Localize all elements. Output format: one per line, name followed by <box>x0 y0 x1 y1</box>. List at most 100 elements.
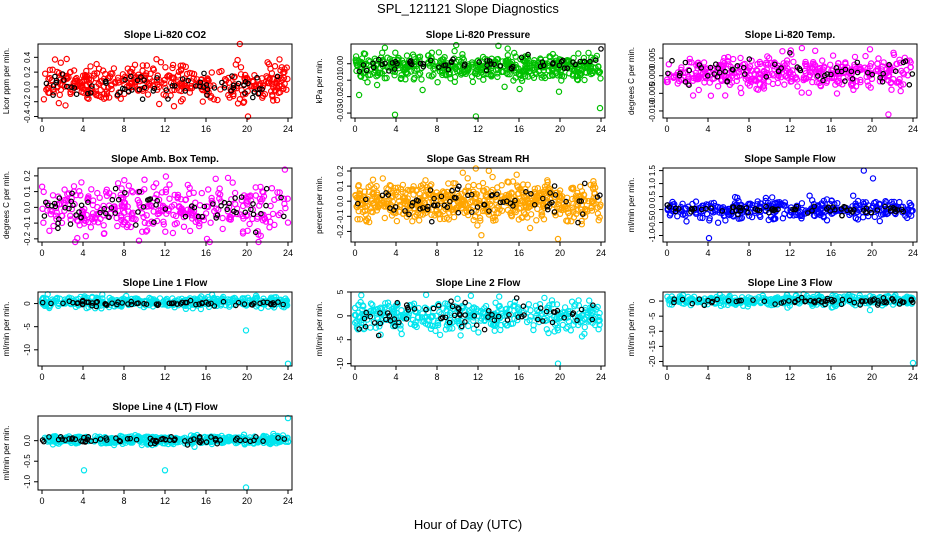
data-point <box>757 60 764 68</box>
x-tick-label: 0 <box>352 248 357 258</box>
data-point <box>451 194 458 201</box>
panel-title: Slope Amb. Box Temp. <box>111 154 219 165</box>
data-point <box>699 214 706 222</box>
x-tick-label: 0 <box>664 124 669 134</box>
x-tick-label: 8 <box>434 124 439 134</box>
data-point <box>250 211 257 218</box>
x-tick-label: 12 <box>473 372 483 382</box>
x-tick-label: 12 <box>785 124 795 134</box>
data-point <box>250 94 256 101</box>
data-point <box>210 96 218 103</box>
data-point <box>812 47 819 55</box>
data-point <box>530 326 537 334</box>
data-point <box>219 225 226 233</box>
data-point <box>591 190 598 197</box>
data-point <box>544 304 551 311</box>
data-point <box>122 76 128 83</box>
data-point <box>580 191 587 198</box>
data-point <box>514 183 522 191</box>
data-point <box>504 45 511 52</box>
data-point <box>170 211 177 219</box>
data-point <box>257 198 264 205</box>
data-point <box>410 183 417 190</box>
data-point <box>70 183 78 190</box>
data-point <box>585 49 592 57</box>
data-point <box>495 313 502 320</box>
data-point <box>561 304 569 311</box>
x-tick-label: 4 <box>705 124 710 134</box>
data-point <box>746 212 753 219</box>
data-point <box>399 188 406 195</box>
data-point <box>496 293 503 300</box>
data-point <box>128 73 134 80</box>
data-point <box>166 300 173 307</box>
data-point <box>208 69 215 76</box>
data-point <box>589 309 596 316</box>
data-point <box>783 57 791 64</box>
x-tick-label: 20 <box>867 248 877 258</box>
data-point <box>77 192 84 199</box>
data-point <box>457 332 464 339</box>
data-point <box>682 79 689 85</box>
data-point <box>581 323 589 331</box>
data-point <box>416 217 423 224</box>
data-point <box>177 66 185 73</box>
data-point <box>231 294 238 302</box>
data-point <box>525 51 531 58</box>
data-point <box>438 67 446 75</box>
data-point <box>535 318 543 326</box>
data-point <box>409 51 417 58</box>
data-point <box>214 295 221 303</box>
data-point <box>850 192 857 199</box>
data-point <box>260 193 268 200</box>
data-point <box>396 319 402 326</box>
x-tick-label: 16 <box>514 248 524 258</box>
data-point <box>133 222 139 228</box>
panel-4: Slope Amb. Box Temp.degrees C per min.0 4… <box>2 154 293 258</box>
data-point <box>363 309 370 316</box>
x-tick-label: 0 <box>352 124 357 134</box>
data-point <box>738 205 744 211</box>
data-point <box>100 202 107 210</box>
data-point <box>259 94 266 101</box>
data-point <box>568 217 575 225</box>
data-point <box>110 65 118 72</box>
data-point <box>244 193 251 200</box>
data-point <box>391 308 398 316</box>
data-point <box>819 57 826 64</box>
data-point <box>178 87 185 95</box>
data-point <box>232 61 239 68</box>
series-subset <box>356 46 604 75</box>
data-point <box>125 89 132 95</box>
x-tick-label: 4 <box>80 124 85 134</box>
data-point <box>580 54 588 62</box>
y-tick-label: 0.2 <box>23 66 32 78</box>
data-point <box>185 77 192 84</box>
x-tick-label: 16 <box>201 248 211 258</box>
data-point <box>491 327 498 334</box>
data-point <box>82 232 90 240</box>
data-point <box>444 204 451 211</box>
y-tick-label: -0.005 <box>648 81 657 104</box>
data-point <box>71 85 78 91</box>
data-point <box>479 179 487 187</box>
data-point <box>186 295 194 302</box>
data-point <box>231 200 239 208</box>
data-point <box>230 85 237 91</box>
y-tick-label: -1.0 <box>648 228 657 242</box>
data-point <box>50 222 57 230</box>
data-point <box>685 73 692 81</box>
data-point <box>556 62 563 69</box>
data-point <box>93 303 100 310</box>
x-tick-label: 8 <box>434 248 439 258</box>
y-tick-label: -5 <box>336 336 345 344</box>
data-point <box>683 218 690 225</box>
data-point <box>40 295 47 302</box>
data-point <box>271 62 279 70</box>
data-point <box>445 66 452 73</box>
data-point <box>143 301 150 308</box>
data-point <box>195 222 203 230</box>
data-point <box>143 62 151 69</box>
data-point <box>718 77 726 85</box>
data-point <box>398 74 405 82</box>
